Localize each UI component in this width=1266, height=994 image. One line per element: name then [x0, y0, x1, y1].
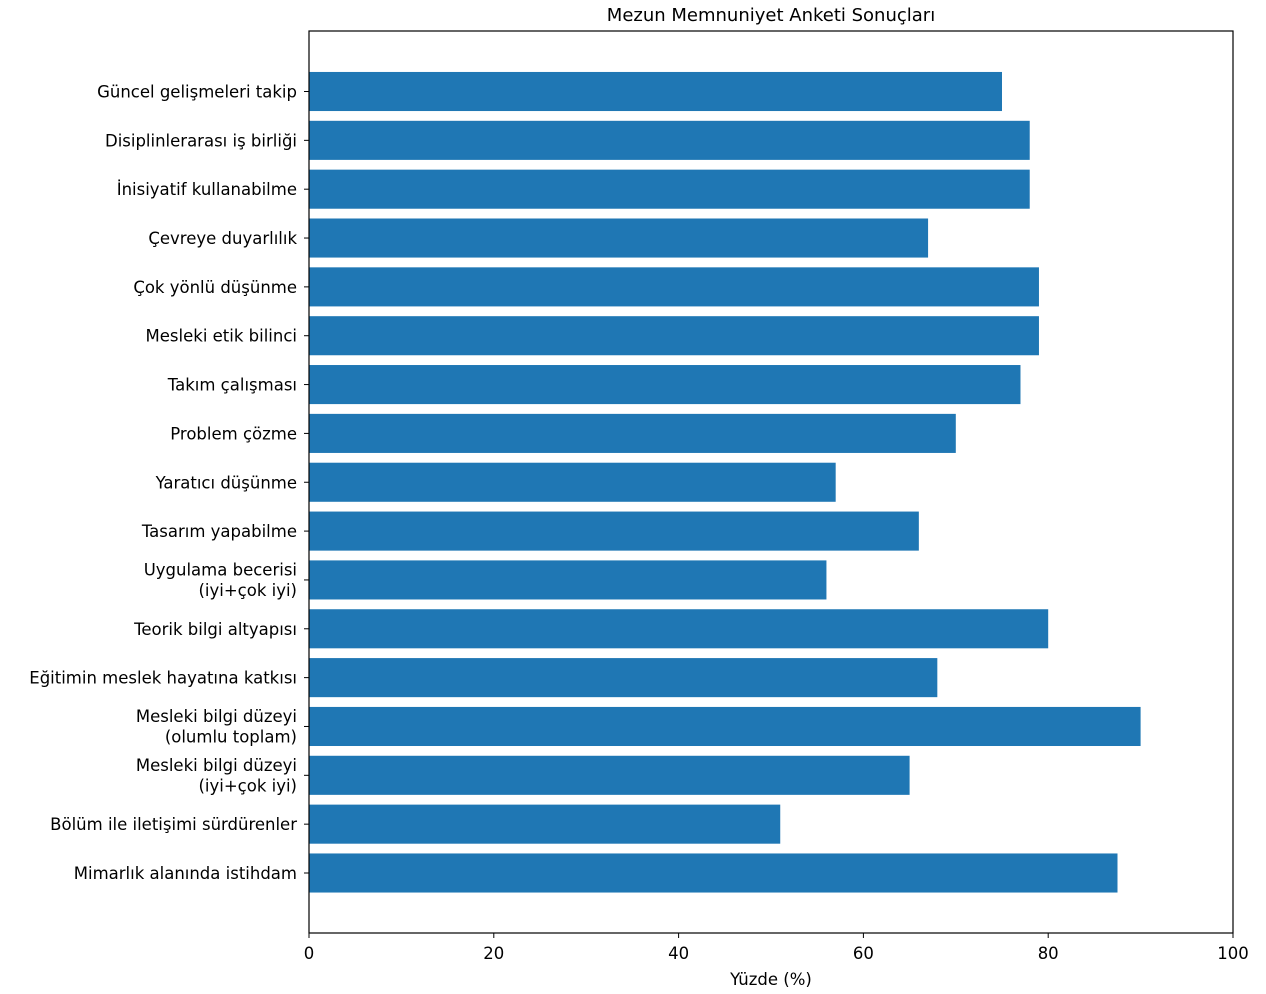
bar: [309, 120, 1030, 160]
x-tick-label: 60: [853, 944, 874, 963]
y-tick-label: Problem çözme: [170, 424, 297, 443]
x-tick-label: 0: [304, 944, 315, 963]
bars-group: [309, 71, 1141, 893]
bar: [309, 609, 1049, 649]
bar: [309, 853, 1118, 893]
y-tick-label: Bölüm ile iletişimi sürdürenler: [50, 815, 297, 834]
plot-frame: [308, 30, 1234, 934]
bar: [309, 658, 938, 698]
y-tick-label: Uygulama becerisi: [144, 561, 297, 580]
bar: [309, 560, 827, 600]
y-tick-label: Teorik bilgi altyapısı: [133, 620, 297, 639]
bar: [309, 71, 1002, 112]
y-tick-label: Yaratıcı düşünme: [155, 473, 297, 492]
x-axis-label: Yüzde (%): [729, 970, 812, 989]
y-tick-label: Takım çalışması: [167, 376, 297, 395]
chart-title: Mezun Memnuniyet Anketi Sonuçları: [607, 5, 935, 26]
y-tick-label: Tasarım yapabilme: [141, 522, 297, 541]
x-tick-label: 20: [483, 944, 504, 963]
bar: [309, 511, 919, 551]
x-tick-label: 80: [1038, 944, 1059, 963]
y-tick-label: Çok yönlü düşünme: [133, 278, 297, 297]
bar: [309, 804, 781, 844]
y-tick-label: Disiplinlerarası iş birliği: [105, 131, 297, 150]
bar: [309, 462, 836, 502]
y-tick-label: Mesleki bilgi düzeyi: [136, 756, 297, 775]
bar: [309, 365, 1021, 405]
bar: [309, 755, 910, 795]
bar: [309, 218, 929, 258]
bar: [309, 169, 1030, 209]
y-tick-label: Mimarlık alanında istihdam: [74, 864, 297, 883]
y-tick-label: Güncel gelişmeleri takip: [97, 83, 297, 102]
y-tick-label: Mesleki bilgi düzeyi: [136, 707, 297, 726]
bar: [309, 413, 956, 453]
y-tick-label: (olumlu toplam): [165, 728, 297, 747]
y-tick-label: İnisiyatif kullanabilme: [117, 180, 297, 199]
y-tick-label: Mesleki etik bilinci: [146, 327, 297, 346]
y-tick-label: (iyi+çok iyi): [198, 581, 297, 600]
bar: [309, 706, 1141, 747]
y-tick-label: Çevreye duyarlılık: [148, 229, 297, 248]
bar: [309, 267, 1039, 307]
y-tick-label: Eğitimin meslek hayatına katkısı: [29, 669, 297, 688]
y-tick-label: (iyi+çok iyi): [198, 777, 297, 796]
bar: [309, 316, 1039, 356]
x-tick-label: 100: [1217, 944, 1249, 963]
y-axis-ticks: Güncel gelişmeleri takip Disiplinlerarası…: [29, 83, 309, 883]
x-axis-ticks: 0 20 40 60 80 100: [304, 933, 1249, 963]
x-tick-label: 40: [668, 944, 689, 963]
